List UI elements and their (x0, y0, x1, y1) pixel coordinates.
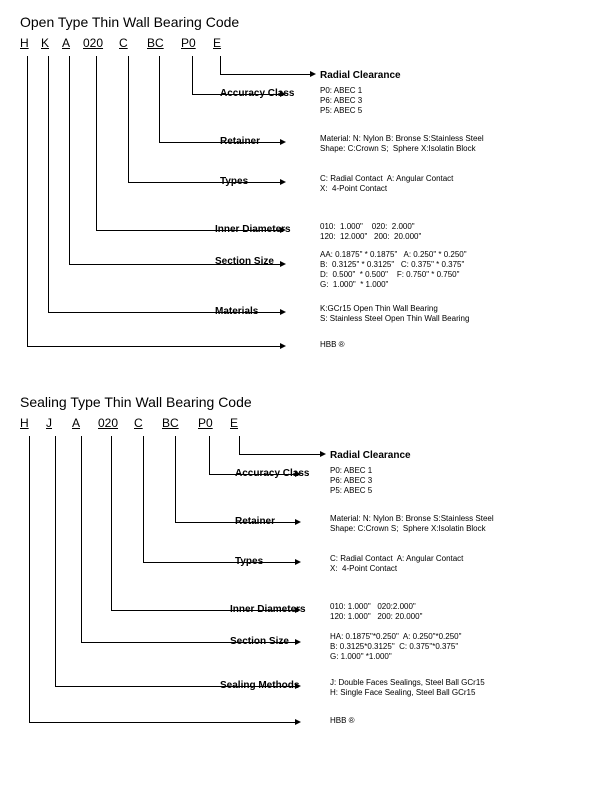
connector-horizontal (29, 722, 295, 723)
arrow-icon (295, 559, 301, 565)
branch-label: Radial Clearance (330, 450, 411, 461)
code-segment: H (20, 416, 42, 430)
branch-label: Radial Clearance (320, 70, 401, 81)
branch-label: Accuracy Class (220, 88, 295, 99)
diagram-title: Open Type Thin Wall Bearing Code (20, 14, 586, 30)
diagram-title: Sealing Type Thin Wall Bearing Code (20, 394, 586, 410)
branch-label: Retainer (220, 136, 260, 147)
branch-description: 010: 1.000" 020: 2.000" 120: 12.000" 200… (320, 222, 421, 242)
connector-vertical (96, 56, 97, 230)
branch-description: J: Double Faces Sealings, Steel Ball GCr… (330, 678, 485, 698)
arrow-icon (295, 639, 301, 645)
branch-area: Radial Clearance Accuracy Class P0: ABEC 1… (20, 56, 586, 366)
branch-label: Sealing Methods (220, 680, 299, 691)
arrow-icon (295, 719, 301, 725)
connector-vertical (143, 436, 144, 562)
code-row: HJA 020 C BC P0 E (20, 416, 586, 434)
bearing-code-diagrams: Open Type Thin Wall Bearing CodeHKA020CB… (20, 14, 586, 746)
connector-vertical (175, 436, 176, 522)
connector-horizontal (239, 454, 320, 455)
code-segment: E (213, 36, 231, 50)
code-segment: BC (147, 36, 175, 50)
branch-description: Material: N: Nylon B: Bronse S:Stainless… (320, 134, 484, 154)
branch-description: 010: 1.000" 020:2.000" 120: 1.000" 200: … (330, 602, 422, 622)
arrow-icon (280, 343, 286, 349)
code-segment: J (46, 416, 68, 430)
branch-description: HBB ® (320, 340, 345, 350)
code-segment: 020 (98, 416, 128, 430)
branch-label: Types (220, 176, 248, 187)
branch-label: Accuracy Class (235, 468, 310, 479)
code-segment: P0 (198, 416, 224, 430)
branch-label: Retainer (235, 516, 275, 527)
code-segment: 020 (83, 36, 113, 50)
arrow-icon (295, 519, 301, 525)
arrow-icon (280, 139, 286, 145)
code-segment: A (72, 416, 94, 430)
connector-vertical (81, 436, 82, 642)
arrow-icon (280, 179, 286, 185)
connector-horizontal (128, 182, 280, 183)
branch-description: K:GCr15 Open Thin Wall Bearing S: Stainl… (320, 304, 469, 324)
code-segment: C (134, 416, 156, 430)
branch-description: P0: ABEC 1 P6: ABEC 3 P5: ABEC 5 (320, 86, 362, 116)
connector-vertical (27, 56, 28, 346)
branch-description: HA: 0.1875"*0.250" A: 0.250"*0.250" B: 0… (330, 632, 461, 662)
code-row: HKA020 C BC P0 E (20, 36, 586, 54)
branch-label: Types (235, 556, 263, 567)
code-segment: K (41, 36, 59, 50)
connector-vertical (29, 436, 30, 722)
arrow-icon (310, 71, 316, 77)
branch-description: Material: N: Nylon B: Bronse S:Stainless… (330, 514, 494, 534)
connector-vertical (192, 56, 193, 94)
branch-label: Inner Diameters (215, 224, 291, 235)
branch-label: Section Size (230, 636, 289, 647)
connector-vertical (128, 56, 129, 182)
branch-description: C: Radial Contact A: Angular Contact X: … (330, 554, 463, 574)
code-segment: E (230, 416, 252, 430)
code-diagram: Sealing Type Thin Wall Bearing Code HJA 02… (20, 394, 586, 746)
branch-description: AA: 0.1875" * 0.1875" A: 0.250" * 0.250"… (320, 250, 467, 290)
branch-description: HBB ® (330, 716, 355, 726)
code-segment: BC (162, 416, 192, 430)
code-segment: C (119, 36, 141, 50)
connector-vertical (69, 56, 70, 264)
connector-vertical (48, 56, 49, 312)
arrow-icon (280, 309, 286, 315)
connector-vertical (159, 56, 160, 142)
arrow-icon (280, 261, 286, 267)
branch-description: P0: ABEC 1 P6: ABEC 3 P5: ABEC 5 (330, 466, 372, 496)
branch-description: C: Radial Contact A: Angular Contact X: … (320, 174, 453, 194)
branch-label: Materials (215, 306, 258, 317)
code-diagram: Open Type Thin Wall Bearing Code HKA020 CB… (20, 14, 586, 366)
connector-horizontal (143, 562, 295, 563)
connector-vertical (239, 436, 240, 454)
connector-vertical (209, 436, 210, 474)
arrow-icon (320, 451, 326, 457)
code-segment: H (20, 36, 38, 50)
connector-vertical (55, 436, 56, 686)
branch-area: Radial Clearance Accuracy Class P0: ABEC 1… (20, 436, 586, 746)
connector-horizontal (27, 346, 280, 347)
branch-label: Inner Diameters (230, 604, 306, 615)
code-segment: A (62, 36, 80, 50)
connector-horizontal (220, 74, 310, 75)
branch-label: Section Size (215, 256, 274, 267)
connector-vertical (111, 436, 112, 610)
connector-vertical (220, 56, 221, 74)
code-segment: P0 (181, 36, 207, 50)
